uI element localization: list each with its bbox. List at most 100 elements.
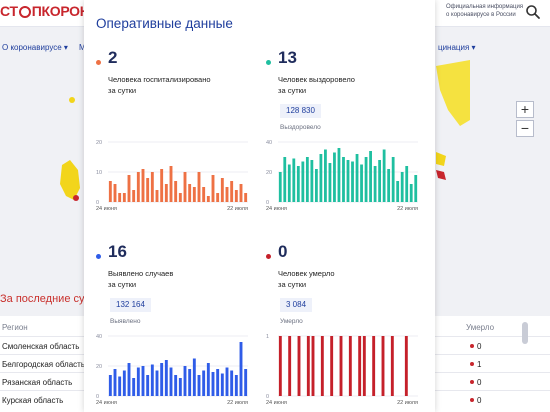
chart-bar[interactable] (342, 157, 345, 202)
nav-item-vaccination[interactable]: цинация ▾ (438, 43, 476, 52)
chart-bar[interactable] (296, 166, 300, 202)
chart-bar[interactable] (136, 367, 140, 397)
chart-bar[interactable] (311, 336, 315, 396)
chart-bar[interactable] (278, 336, 282, 396)
chart-bar[interactable] (141, 169, 145, 202)
chart-bar[interactable] (132, 190, 136, 202)
zoom-out-button[interactable]: − (516, 120, 534, 137)
chart-bar[interactable] (192, 187, 196, 202)
chart-bar[interactable] (324, 149, 327, 203)
chart-bar[interactable] (122, 370, 126, 397)
chart-bar[interactable] (339, 336, 343, 396)
chart-bar[interactable] (364, 157, 368, 202)
chart-bar[interactable] (113, 184, 117, 202)
chart-bar[interactable] (287, 164, 291, 203)
chart-bar[interactable] (292, 158, 296, 203)
chart-bar[interactable] (305, 157, 309, 202)
chart-bar[interactable] (178, 193, 182, 202)
chart-bar[interactable] (372, 336, 376, 396)
chart-bar[interactable] (211, 372, 215, 396)
chart-bar[interactable] (211, 175, 215, 202)
chart-bar[interactable] (206, 363, 210, 396)
chart-bar[interactable] (283, 157, 287, 202)
chart-bar[interactable] (373, 166, 377, 202)
chart-bar[interactable] (169, 166, 173, 202)
chart-bar[interactable] (169, 367, 173, 397)
chart-bar[interactable] (348, 336, 352, 396)
chart-bar[interactable] (113, 369, 117, 396)
chart-bar[interactable] (314, 169, 318, 202)
chart-bar[interactable] (387, 169, 391, 202)
chart-bar[interactable] (178, 378, 182, 396)
chart-bar[interactable] (216, 193, 220, 202)
chart-bar[interactable] (400, 172, 404, 202)
chart-bar[interactable] (127, 363, 131, 396)
chart-bar[interactable] (174, 375, 178, 396)
chart-bar[interactable] (396, 181, 400, 202)
chart-bar[interactable] (202, 370, 206, 397)
chart-bar[interactable] (192, 358, 196, 397)
zoom-in-button[interactable]: + (516, 101, 534, 118)
chart-bar[interactable] (362, 336, 366, 396)
chart-bar[interactable] (150, 172, 154, 202)
chart-bar[interactable] (164, 184, 168, 202)
nav-item-partial[interactable]: М (79, 43, 86, 52)
chart-bar[interactable] (202, 187, 206, 202)
chart-bar[interactable] (197, 172, 201, 202)
chart-bar[interactable] (414, 175, 418, 202)
chart-bar[interactable] (197, 375, 201, 396)
chart-bar[interactable] (234, 190, 238, 202)
chart-bar[interactable] (230, 181, 234, 202)
chart-bar[interactable] (183, 366, 187, 396)
chart-bar[interactable] (239, 184, 243, 202)
chart-bar[interactable] (160, 169, 164, 202)
chart-bar[interactable] (160, 363, 164, 396)
chart-bar[interactable] (183, 172, 187, 202)
chart-bar[interactable] (164, 360, 168, 396)
nav-item-about[interactable]: О коронавирусе ▾ (2, 43, 68, 52)
chart-bar[interactable] (234, 375, 238, 396)
chart-bar[interactable] (132, 378, 136, 396)
table-scrollbar[interactable] (522, 322, 528, 344)
chart-bar[interactable] (351, 161, 354, 203)
chart-bar[interactable] (346, 160, 350, 202)
chart-bar[interactable] (358, 336, 362, 396)
chart-bar[interactable] (118, 193, 122, 202)
chart-bar[interactable] (122, 193, 126, 202)
chart-bar[interactable] (118, 376, 122, 397)
chart-bar[interactable] (382, 149, 386, 203)
chart-bar[interactable] (108, 181, 112, 202)
chart-bar[interactable] (244, 193, 248, 202)
chart-bar[interactable] (337, 148, 341, 202)
chart-bar[interactable] (391, 157, 395, 202)
chart-bar[interactable] (320, 336, 324, 396)
chart-bar[interactable] (174, 181, 178, 202)
chart-bar[interactable] (146, 178, 150, 202)
chart-bar[interactable] (108, 375, 112, 396)
chart-bar[interactable] (220, 373, 224, 397)
chart-bar[interactable] (278, 172, 282, 202)
chart-bar[interactable] (330, 336, 334, 396)
chart-bar[interactable] (360, 164, 363, 203)
chart-bar[interactable] (230, 370, 234, 397)
chart-bar[interactable] (288, 336, 292, 396)
chart-bar[interactable] (225, 367, 229, 397)
chart-bar[interactable] (239, 342, 243, 396)
chart-bar[interactable] (188, 369, 192, 396)
chart-bar[interactable] (225, 187, 229, 202)
search-icon[interactable] (525, 4, 541, 20)
chart-bar[interactable] (369, 151, 372, 202)
chart-bar[interactable] (306, 336, 310, 396)
chart-bar[interactable] (409, 184, 413, 202)
chart-bar[interactable] (381, 336, 385, 396)
chart-bar[interactable] (188, 184, 192, 202)
chart-bar[interactable] (355, 154, 359, 202)
chart-bar[interactable] (319, 154, 323, 202)
chart-bar[interactable] (301, 161, 305, 203)
chart-bar[interactable] (141, 366, 145, 396)
chart-bar[interactable] (146, 375, 150, 396)
chart-bar[interactable] (136, 172, 140, 202)
chart-bar[interactable] (216, 369, 220, 396)
chart-bar[interactable] (328, 163, 332, 202)
chart-bar[interactable] (310, 160, 314, 202)
